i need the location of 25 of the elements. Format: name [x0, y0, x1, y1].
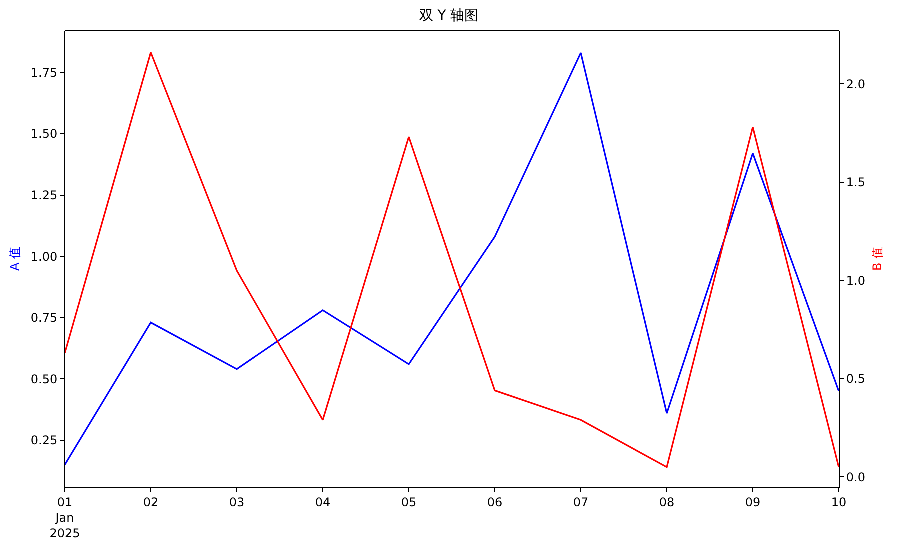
y-tick-label: 1.25 [30, 188, 58, 202]
chart-title: 双 Y 轴图 [419, 8, 479, 24]
y-tick-label: 1.50 [30, 127, 58, 142]
x-tick-label: 07 [573, 495, 589, 510]
x-tick-label: 03 [229, 495, 245, 510]
y2-axis-title: B 值 [870, 246, 884, 272]
y-tick-label: 0.25 [30, 434, 58, 448]
y-tick-label: 0.75 [30, 311, 58, 326]
y-axis-title: A 值 [8, 246, 22, 272]
y-tick-label: 1.75 [30, 66, 58, 80]
y2-tick-label: 0.0 [846, 470, 866, 484]
y2-tick-label: 0.5 [846, 372, 866, 386]
y2-tick-label: 1.5 [846, 176, 866, 190]
x-tick-label: 10 [831, 495, 847, 510]
y-tick-label: 1.00 [30, 250, 58, 264]
y2-tick-label: 1.0 [846, 274, 866, 288]
y-tick-label: 0.50 [30, 372, 58, 386]
x-tick-label: 01 Jan 2025 [50, 495, 80, 541]
x-tick-label: 09 [745, 495, 761, 510]
x-tick-label: 05 [401, 495, 417, 510]
x-tick-label: 04 [315, 495, 331, 510]
y2-tick-label: 2.0 [846, 77, 866, 92]
x-tick-label: 08 [659, 495, 675, 510]
x-tick-label: 02 [143, 495, 159, 510]
x-tick-label: 06 [487, 495, 503, 510]
